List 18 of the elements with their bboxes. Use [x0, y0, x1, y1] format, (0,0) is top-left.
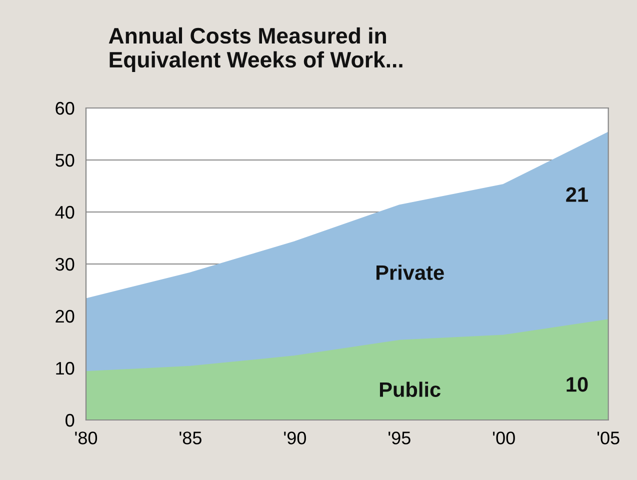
x-tick-label: '90 — [284, 432, 306, 444]
y-tick-label: 40 — [55, 206, 74, 219]
series-label: Private — [376, 264, 444, 280]
y-tick-label: 30 — [55, 258, 74, 271]
y-tick-label: 20 — [56, 310, 74, 323]
x-tick-label: '00 — [493, 432, 515, 444]
y-tick-label: 0 — [66, 414, 74, 427]
x-tick-label: '80 — [75, 432, 98, 444]
chart-title: Annual Costs Measured in Equivalent Weeks of Work... — [108, 27, 402, 72]
annotation: 21 — [566, 187, 588, 202]
series-label: Public — [380, 382, 440, 397]
y-tick-label: 50 — [56, 154, 74, 167]
x-tick-label: '95 — [388, 432, 410, 444]
x-tick-label: '05 — [597, 432, 620, 444]
x-tick-label: '85 — [180, 432, 202, 444]
y-tick-label: 10 — [56, 362, 74, 375]
y-tick-label: 60 — [56, 102, 74, 115]
annotation: 10 — [566, 377, 588, 392]
